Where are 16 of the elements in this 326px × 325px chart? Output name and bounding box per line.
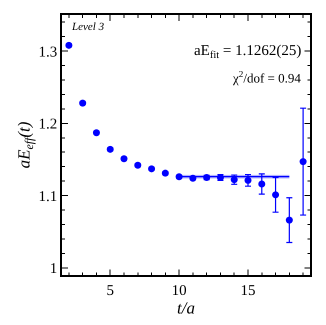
annotation: Level 3: [71, 21, 105, 33]
y-tick-label: 1.3: [38, 44, 58, 60]
point: [272, 191, 280, 198]
x-tick-label: 10: [172, 282, 187, 299]
y-tick-label: 1.2: [38, 116, 58, 133]
point: [286, 216, 293, 224]
x-tick-label: 5: [106, 282, 114, 299]
point: [258, 180, 266, 188]
point: [300, 158, 307, 166]
annotation: χ$^{2}$/dof = 0.94: [232, 69, 302, 86]
y-tick-label: 1: [50, 261, 58, 278]
point: [244, 176, 252, 184]
y-tick-label: 1.1: [38, 188, 58, 205]
x-tick-label: 15: [240, 282, 256, 299]
x-axis-title: t/a: [177, 298, 195, 318]
annotation: aE$_{fit}$ = 1.1262(25): [194, 43, 302, 62]
